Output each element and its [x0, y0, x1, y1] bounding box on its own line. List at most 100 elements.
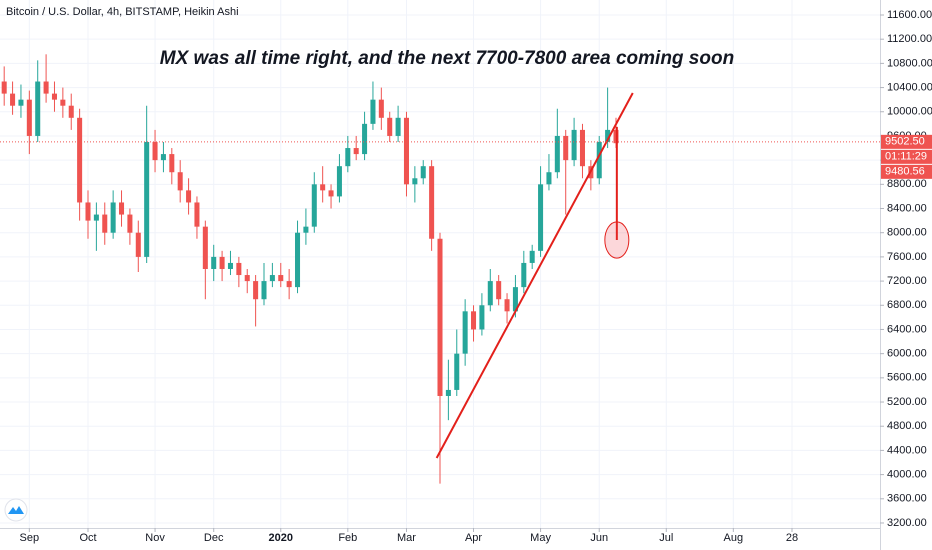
y-tick-label: 6000.00: [887, 348, 927, 360]
x-tick-label: May: [530, 532, 551, 544]
y-tick-label: 6400.00: [887, 323, 927, 335]
candle-body: [445, 389, 451, 396]
y-tick-label: 10400.00: [887, 81, 932, 93]
x-tick-label: Oct: [79, 532, 96, 544]
x-tick-label: Feb: [338, 532, 357, 544]
candle-body: [345, 148, 351, 167]
candle-body: [236, 262, 242, 276]
x-tick-label: Dec: [204, 532, 224, 544]
candle-body: [387, 117, 393, 136]
x-tick-label: Aug: [724, 532, 744, 544]
candle-body: [160, 154, 166, 161]
y-tick-label: 4800.00: [887, 420, 927, 432]
countdown-bg: [881, 149, 932, 164]
axes: 3200.00 3600.00 4000.00 4400.00 4800.00 5200.…: [20, 9, 932, 544]
y-tick-label: 8800.00: [887, 178, 927, 190]
x-tick-label: Sep: [20, 532, 40, 544]
candle-body: [395, 117, 401, 136]
candle-body: [1, 81, 7, 94]
logo: [4, 498, 28, 522]
candle-body: [512, 287, 518, 312]
y-tick-label: 4400.00: [887, 444, 927, 456]
candle-body: [194, 202, 200, 227]
candle-body: [43, 81, 49, 94]
candle-body: [479, 305, 485, 330]
candle-body: [295, 232, 301, 288]
x-tick-label: Jul: [659, 532, 673, 544]
candle-body: [253, 281, 259, 300]
candle-body: [177, 172, 183, 191]
candle-body: [110, 202, 116, 233]
last-price-tag: 9480.56: [885, 166, 925, 178]
candle-body: [127, 214, 133, 233]
candle-body: [60, 99, 66, 106]
candle-body: [362, 123, 368, 155]
candle-body: [211, 256, 217, 269]
y-tick-label: 3600.00: [887, 493, 927, 505]
candle-body: [51, 93, 57, 100]
y-tick-label: 5600.00: [887, 372, 927, 384]
y-tick-label: 8400.00: [887, 202, 927, 214]
y-tick-label: 5200.00: [887, 396, 927, 408]
x-tick-label: 2020: [269, 532, 293, 544]
candle-body: [85, 202, 91, 221]
candle-body: [18, 99, 24, 106]
candle-body: [412, 178, 418, 185]
annotations: [0, 92, 880, 459]
candle-body: [563, 135, 569, 161]
x-tick-label: Jun: [590, 532, 608, 544]
y-tick-label: 7600.00: [887, 251, 927, 263]
candle-body: [328, 190, 334, 197]
candle-body: [186, 190, 192, 203]
y-tick-label: 3200.00: [887, 517, 927, 529]
price-tag: 9502.50: [885, 136, 925, 148]
candle-body: [303, 226, 309, 233]
candle-body: [102, 214, 108, 233]
target-zone: [604, 221, 630, 259]
candle-body: [278, 275, 284, 282]
candle-body: [261, 281, 267, 300]
candle-body: [135, 232, 141, 257]
countdown: 01:11:29: [885, 151, 927, 163]
candle-body: [152, 141, 158, 161]
candle-body: [454, 353, 460, 390]
candle-body: [462, 311, 468, 354]
candle-body: [496, 281, 502, 300]
candle-body: [546, 172, 552, 185]
candle-body: [244, 275, 250, 282]
candle-body: [420, 166, 426, 179]
candle-body: [437, 238, 443, 396]
chart-title: MX was all time right, and the next 7700…: [160, 48, 734, 69]
candle-body: [119, 202, 125, 215]
candle-body: [605, 129, 611, 142]
x-tick-label: Nov: [145, 532, 165, 544]
header: Bitcoin / U.S. Dollar, 4h, BITSTAMP, Hei…: [6, 6, 239, 18]
y-tick-label: 10800.00: [887, 57, 932, 69]
y-tick-label: 11600.00: [887, 9, 932, 21]
candle-body: [353, 148, 359, 155]
candle-body: [521, 262, 527, 288]
candle-body: [403, 117, 409, 185]
y-tick-label: 6800.00: [887, 299, 927, 311]
candle-body: [227, 262, 233, 269]
candle-body: [35, 81, 41, 136]
candle-body: [311, 184, 317, 227]
candle-body: [269, 275, 275, 282]
candle-body: [26, 99, 32, 136]
price-tag-bg: [881, 134, 932, 149]
trend-line: [435, 92, 634, 459]
candle-body: [471, 311, 477, 330]
candle-body: [579, 129, 585, 167]
logo-mark: [8, 506, 24, 514]
candle-body: [336, 166, 342, 197]
candle-body: [529, 250, 535, 263]
candle-body: [202, 226, 208, 269]
x-tick-label: Apr: [465, 532, 482, 544]
candle-body: [320, 184, 326, 191]
candle-body: [93, 214, 99, 221]
candle-body: [169, 154, 175, 173]
candle-body: [219, 256, 225, 269]
candle-body: [554, 135, 560, 173]
candle-body: [378, 99, 384, 118]
